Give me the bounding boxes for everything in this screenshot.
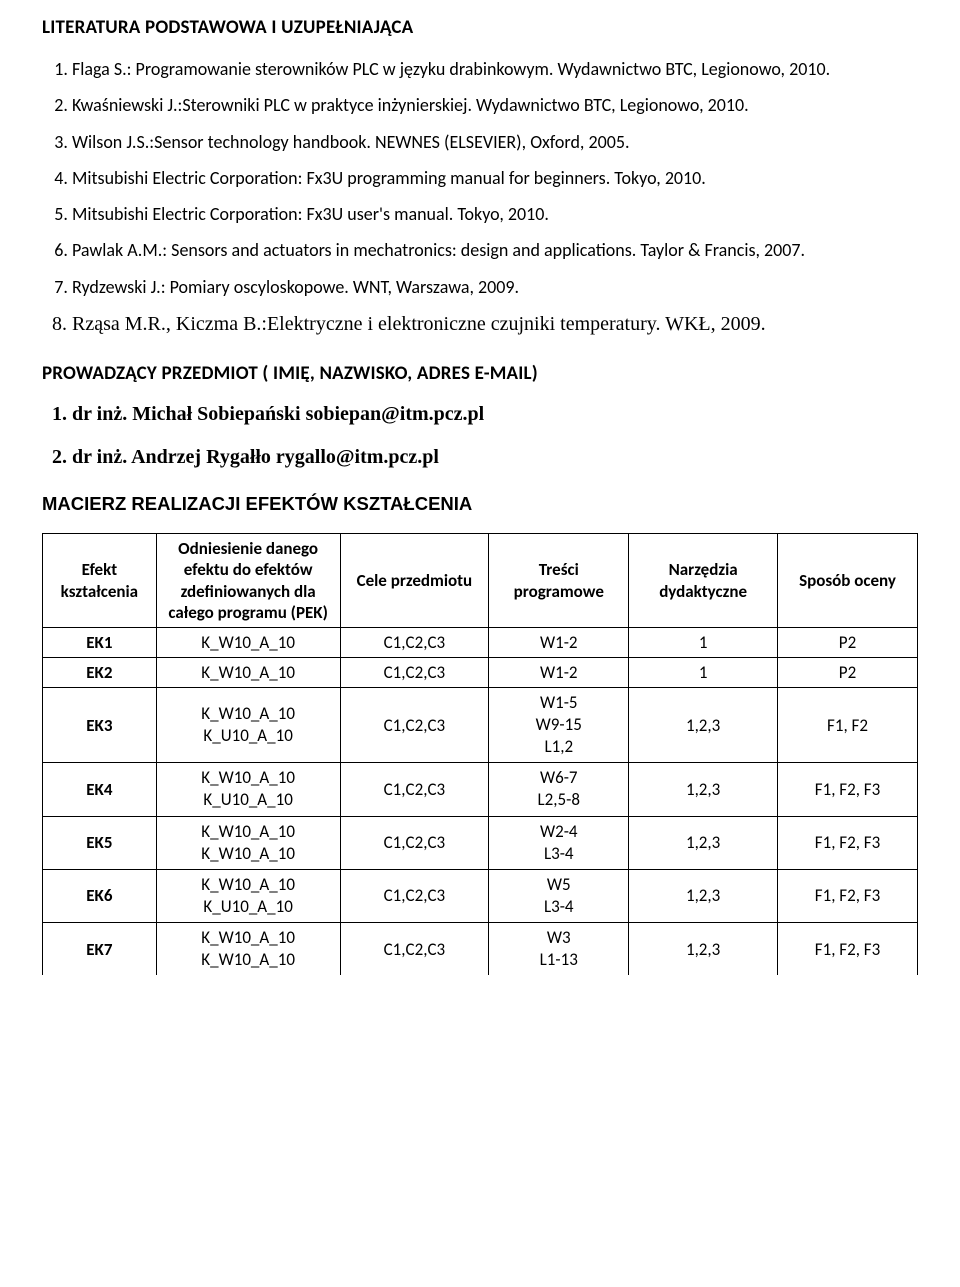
table-row: EK4 K_W10_A_10 K_U10_A_10 C1,C2,C3 W6-7 … — [43, 763, 918, 816]
cell-cele: C1,C2,C3 — [340, 922, 489, 975]
cell-pek: K_W10_A_10 K_W10_A_10 — [156, 922, 340, 975]
cell-narz: 1,2,3 — [629, 763, 778, 816]
heading-matrix: MACIERZ REALIZACJI EFEKTÓW KSZTAŁCENIA — [42, 493, 918, 515]
cell-sposob: F1, F2, F3 — [778, 763, 918, 816]
cell-sposob: F1, F2 — [778, 688, 918, 763]
col-header-pek: Odniesienie danego efektu do efektów zde… — [156, 534, 340, 628]
cell-tresci: W2-4 L3-4 — [489, 816, 629, 869]
cell-efekt: EK7 — [43, 922, 157, 975]
bibliography-item: Flaga S.: Programowanie sterowników PLC … — [72, 57, 918, 81]
cell-pek: K_W10_A_10 K_U10_A_10 — [156, 763, 340, 816]
cell-tresci: W1-2 — [489, 658, 629, 688]
cell-efekt: EK2 — [43, 658, 157, 688]
cell-cele: C1,C2,C3 — [340, 869, 489, 922]
cell-narz: 1 — [629, 658, 778, 688]
bibliography-list: Flaga S.: Programowanie sterowników PLC … — [42, 57, 918, 338]
table-row: EK5 K_W10_A_10 K_W10_A_10 C1,C2,C3 W2-4 … — [43, 816, 918, 869]
cell-sposob: P2 — [778, 658, 918, 688]
cell-cele: C1,C2,C3 — [340, 628, 489, 658]
cell-cele: C1,C2,C3 — [340, 816, 489, 869]
table-row: EK6 K_W10_A_10 K_U10_A_10 C1,C2,C3 W5 L3… — [43, 869, 918, 922]
cell-tresci: W5 L3-4 — [489, 869, 629, 922]
cell-sposob: F1, F2, F3 — [778, 816, 918, 869]
table-header-row: Efekt kształcenia Odniesienie danego efe… — [43, 534, 918, 628]
cell-efekt: EK1 — [43, 628, 157, 658]
instructor-item: dr inż. Michał Sobiepański sobiepan@itm.… — [72, 403, 918, 426]
col-header-narzedzia: Narzędzia dydaktyczne — [629, 534, 778, 628]
col-header-efekt: Efekt kształcenia — [43, 534, 157, 628]
cell-pek: K_W10_A_10 K_W10_A_10 — [156, 816, 340, 869]
cell-cele: C1,C2,C3 — [340, 763, 489, 816]
cell-efekt: EK5 — [43, 816, 157, 869]
table-row: EK3 K_W10_A_10 K_U10_A_10 C1,C2,C3 W1-5 … — [43, 688, 918, 763]
cell-efekt: EK3 — [43, 688, 157, 763]
instructor-item: dr inż. Andrzej Rygałło rygallo@itm.pcz.… — [72, 446, 918, 469]
bibliography-item: Rząsa M.R., Kiczma B.:Elektryczne i elek… — [72, 311, 918, 338]
cell-narz: 1,2,3 — [629, 816, 778, 869]
cell-tresci: W6-7 L2,5-8 — [489, 763, 629, 816]
bibliography-item: Mitsubishi Electric Corporation: Fx3U pr… — [72, 166, 918, 190]
col-header-sposob: Sposób oceny — [778, 534, 918, 628]
bibliography-item: Wilson J.S.:Sensor technology handbook. … — [72, 130, 918, 154]
bibliography-item: Rydzewski J.: Pomiary oscyloskopowe. WNT… — [72, 275, 918, 299]
bibliography-item: Pawlak A.M.: Sensors and actuators in me… — [72, 238, 918, 262]
cell-narz: 1,2,3 — [629, 688, 778, 763]
heading-literature: LITERATURA PODSTAWOWA I UZUPEŁNIAJĄCA — [42, 16, 918, 39]
instructors-list: dr inż. Michał Sobiepański sobiepan@itm.… — [42, 403, 918, 469]
cell-tresci: W3 L1-13 — [489, 922, 629, 975]
cell-narz: 1,2,3 — [629, 869, 778, 922]
cell-narz: 1 — [629, 628, 778, 658]
cell-sposob: F1, F2, F3 — [778, 869, 918, 922]
bibliography-item: Kwaśniewski J.:Sterowniki PLC w praktyce… — [72, 93, 918, 117]
col-header-tresci: Treści programowe — [489, 534, 629, 628]
cell-pek: K_W10_A_10 K_U10_A_10 — [156, 688, 340, 763]
cell-efekt: EK4 — [43, 763, 157, 816]
effects-matrix-table: Efekt kształcenia Odniesienie danego efe… — [42, 533, 918, 975]
cell-tresci: W1-2 — [489, 628, 629, 658]
cell-efekt: EK6 — [43, 869, 157, 922]
cell-cele: C1,C2,C3 — [340, 688, 489, 763]
table-row: EK1 K_W10_A_10 C1,C2,C3 W1-2 1 P2 — [43, 628, 918, 658]
cell-tresci: W1-5 W9-15 L1,2 — [489, 688, 629, 763]
cell-pek: K_W10_A_10 K_U10_A_10 — [156, 869, 340, 922]
bibliography-item: Mitsubishi Electric Corporation: Fx3U us… — [72, 202, 918, 226]
col-header-cele: Cele przedmiotu — [340, 534, 489, 628]
heading-instructors: PROWADZĄCY PRZEDMIOT ( IMIĘ, NAZWISKO, A… — [42, 362, 918, 385]
cell-sposob: F1, F2, F3 — [778, 922, 918, 975]
cell-cele: C1,C2,C3 — [340, 658, 489, 688]
cell-narz: 1,2,3 — [629, 922, 778, 975]
cell-pek: K_W10_A_10 — [156, 658, 340, 688]
table-row: EK7 K_W10_A_10 K_W10_A_10 C1,C2,C3 W3 L1… — [43, 922, 918, 975]
document-page: LITERATURA PODSTAWOWA I UZUPEŁNIAJĄCA Fl… — [0, 0, 960, 1287]
table-row: EK2 K_W10_A_10 C1,C2,C3 W1-2 1 P2 — [43, 658, 918, 688]
cell-pek: K_W10_A_10 — [156, 628, 340, 658]
cell-sposob: P2 — [778, 628, 918, 658]
